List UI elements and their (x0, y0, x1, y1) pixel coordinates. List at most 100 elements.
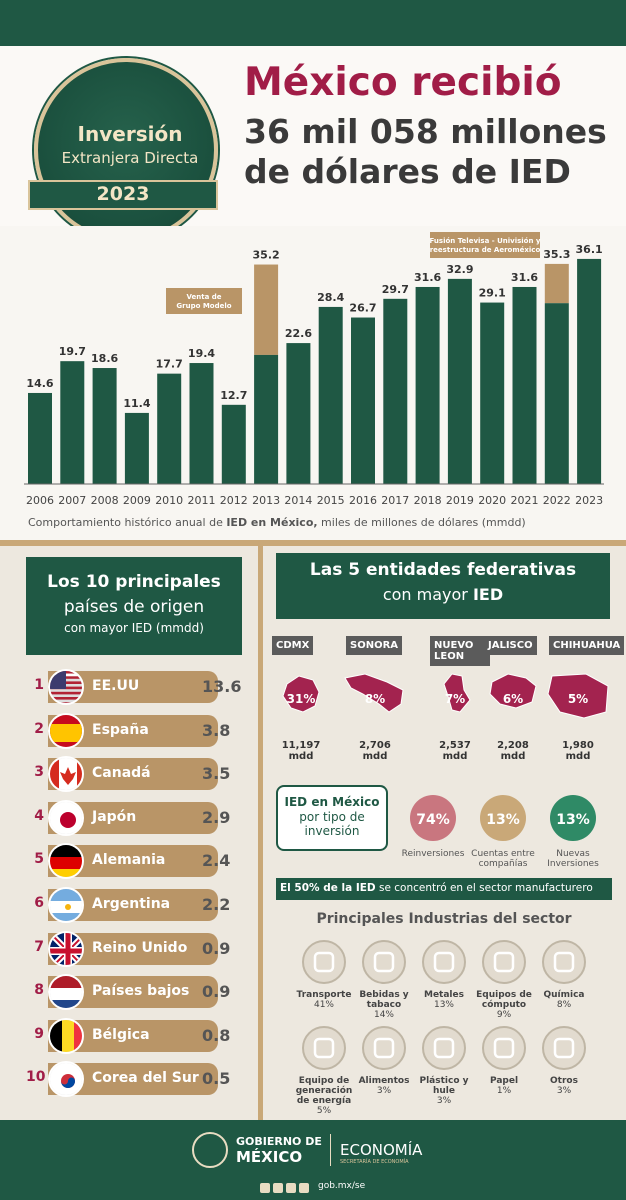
bar-value-label: 12.7 (220, 389, 247, 402)
bar-2012 (221, 404, 246, 484)
industry-label: Equipos de cómputo 9% (468, 990, 540, 1020)
bar-2010 (157, 373, 182, 484)
country-rank: 6 (34, 895, 44, 911)
state-percentage: 7% (444, 692, 466, 706)
bar-value-label: 31.6 (414, 271, 441, 284)
investment-label: Nuevas Inversiones (547, 849, 599, 869)
investment-circle (480, 795, 526, 841)
bar-value-label: 36.1 (576, 243, 603, 256)
x-tick-label: 2020 (478, 494, 506, 507)
state-percentage: 5% (567, 692, 589, 706)
economia-label: ECONOMÍA (340, 1141, 423, 1159)
industry-percentage: 13% (433, 1000, 454, 1010)
secretaria-label: SECRETARÍA DE ECONOMÍA (340, 1159, 409, 1165)
industry-label: Bebidas y tabaco 14% (348, 990, 420, 1020)
bar-2007 (60, 361, 85, 484)
bar-2016 (351, 317, 375, 484)
youtube-icon[interactable] (299, 1183, 309, 1193)
industry-name: Bebidas y tabaco (359, 990, 409, 1010)
state-map-shape (344, 673, 404, 713)
headline-line2: 36 mil 058 millones (244, 112, 607, 151)
bar-2023 (577, 258, 602, 484)
state-map-shape (443, 673, 471, 713)
x-tick-label: 2011 (188, 494, 216, 507)
gear-icon (542, 1026, 586, 1070)
industry-label: Plástico y hule 3% (408, 1076, 480, 1106)
state-amount: 11,197 (281, 740, 321, 751)
country-value: 0.9 (202, 982, 231, 1002)
industry-percentage: 14% (373, 1010, 394, 1020)
badge-year: 2023 (96, 183, 150, 205)
bar-2020 (480, 302, 505, 484)
bar-2018 (415, 286, 440, 484)
laptop-icon (482, 940, 526, 984)
bar-2017 (383, 298, 408, 484)
country-row: 7 Reino Unido 0.9 (26, 930, 246, 967)
state-map-shape (489, 673, 537, 709)
country-value: 0.9 (202, 938, 231, 958)
country-rank: 7 (34, 938, 44, 955)
bar-2009 (124, 412, 149, 484)
country-name: Japón (92, 808, 137, 825)
industry-percentage: 41% (313, 1000, 334, 1010)
top-band (0, 0, 626, 46)
x-tick-label: 2009 (123, 494, 151, 507)
investment-type-subtitle: por tipo de inversión (299, 810, 365, 838)
bar-value-label: 35.3 (543, 248, 570, 261)
x-tick-label: 2022 (543, 494, 571, 507)
fish-icon (362, 1026, 406, 1070)
bar-value-label: 29.7 (382, 283, 409, 296)
mine-cart-icon (422, 940, 466, 984)
svg-text:Fusión Televisa - Univisión yr: Fusión Televisa - Univisión y reestructur… (430, 237, 541, 254)
instagram-icon[interactable] (286, 1183, 296, 1193)
bus-icon (302, 940, 346, 984)
country-rank: 3 (34, 764, 44, 781)
state-unit: mdd (362, 751, 388, 762)
industry-name: Otros (550, 1076, 578, 1086)
state-amount: 2,706 (359, 740, 391, 751)
states-subtitle: con mayor IED (382, 585, 504, 604)
countries-title: Los 10 principales (47, 572, 221, 592)
x-tick-label: 2017 (381, 494, 409, 507)
bar-2021 (512, 286, 537, 484)
state-amount: 2,537 (439, 740, 471, 751)
bar-value-label: 14.6 (26, 377, 53, 390)
footer-divider (330, 1134, 331, 1166)
bar-2014 (286, 343, 311, 484)
industry-label: Metales 13% (408, 990, 480, 1010)
facebook-icon[interactable] (260, 1183, 270, 1193)
bottle-glass-icon (362, 940, 406, 984)
country-name: Corea del Sur (92, 1070, 199, 1087)
state-map-shape (547, 673, 609, 719)
country-name: Alemania (92, 852, 166, 869)
country-name: Argentina (92, 896, 171, 912)
industry-label: Transporte 41% (288, 990, 360, 1010)
x-tick-label: 2010 (155, 494, 183, 507)
twitter-icon[interactable] (273, 1183, 283, 1193)
state-amount: 2,208 (497, 740, 529, 751)
x-tick-label: 2016 (349, 494, 377, 507)
countries-unit: con mayor IED (mmdd) (64, 621, 204, 635)
country-rank: 10 (26, 1069, 46, 1086)
bar-value-label: 17.7 (156, 358, 183, 371)
investment-label: Cuentas entre compañías (471, 849, 535, 869)
country-value: 0.8 (202, 1025, 231, 1045)
country-rank: 2 (34, 720, 44, 737)
bar-value-label: 19.4 (188, 347, 215, 360)
state-unit: mdd (500, 751, 526, 762)
state-name-tag: CDMX (272, 636, 314, 655)
country-value: 3.5 (202, 764, 231, 784)
bar-2013 (254, 354, 279, 484)
country-name: EE.UU (92, 678, 140, 694)
x-tick-label: 2012 (220, 494, 248, 507)
footer-url[interactable]: gob.mx/se (318, 1181, 366, 1191)
x-tick-label: 2008 (91, 494, 119, 507)
headline-line3: de dólares de IED (244, 152, 571, 191)
investment-circle (550, 795, 596, 841)
state-unit: mdd (288, 751, 314, 762)
bar-value-label: 28.4 (317, 291, 344, 304)
manufacturing-banner (276, 878, 612, 900)
country-value: 2.4 (202, 851, 231, 871)
investment-percentage: 74% (416, 812, 450, 828)
